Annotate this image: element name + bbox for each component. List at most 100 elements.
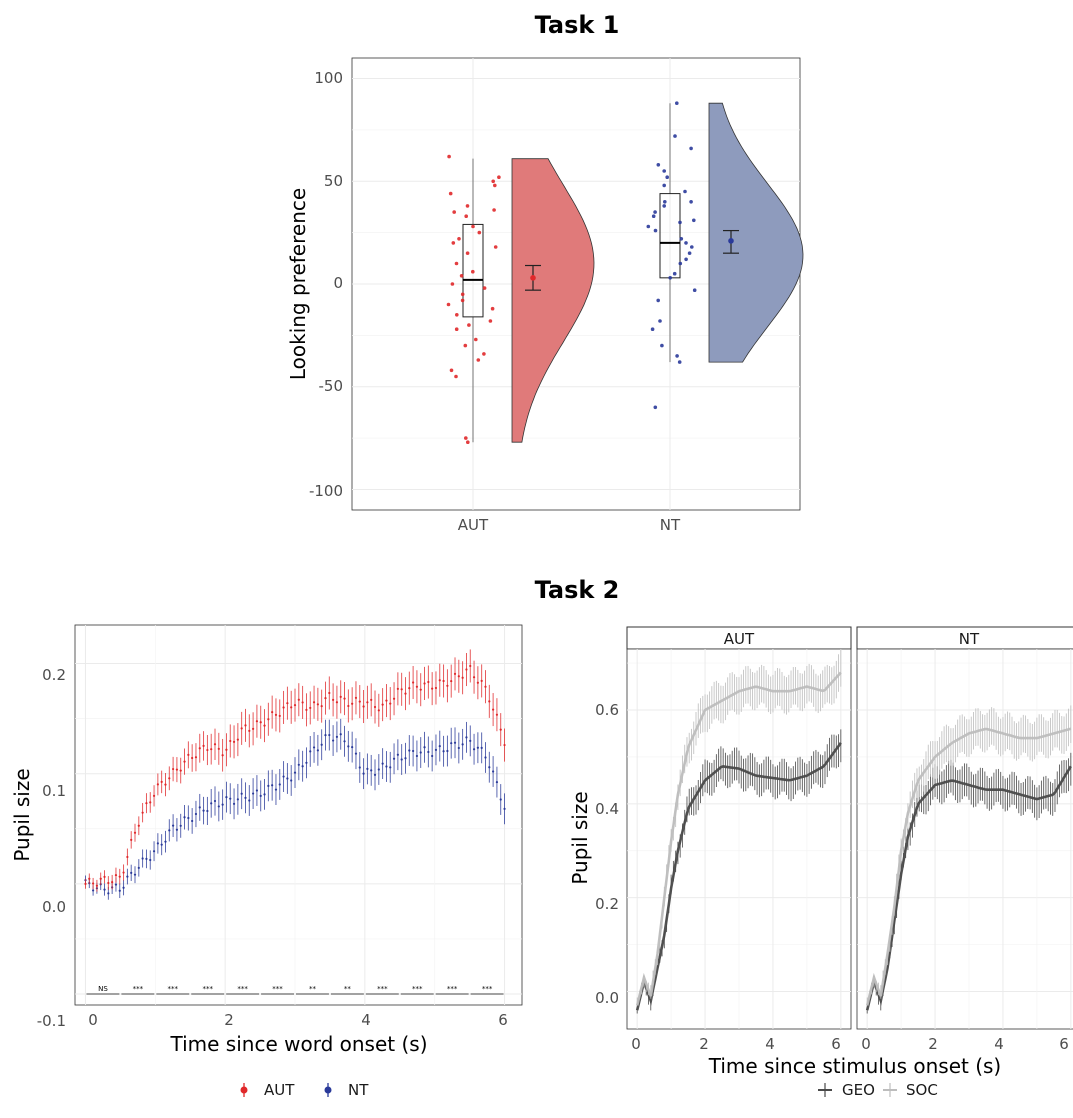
data-point [692,288,697,293]
data-point-aut [324,697,327,700]
data-point-aut [453,672,457,675]
data-point-aut [111,880,114,884]
y-tick-label: -0.1 [37,1012,66,1030]
data-point-aut [225,748,228,751]
data-point-aut [427,680,430,684]
data-point-aut [133,831,137,834]
x-tick-label: 4 [994,1035,1004,1053]
significance-label: *** [237,985,248,993]
data-point-aut [259,721,262,724]
data-point-nt [476,746,479,749]
data-point-aut [217,747,220,750]
right-legend: GEO SOC [818,1081,938,1099]
data-point [460,292,465,297]
data-point-aut [156,783,159,786]
x-tick-label: 0 [631,1035,641,1053]
data-point-nt [316,749,319,752]
facet-label-nt: NT [959,630,980,648]
significance-label: ** [344,985,352,993]
data-point [457,237,461,241]
data-point [454,374,458,379]
data-point-aut [194,756,198,759]
facet-nt-plot-area [856,648,1073,1030]
data-point-nt [114,883,118,886]
significance-label: *** [202,985,213,993]
data-point-nt [187,816,190,820]
data-point [665,175,669,179]
data-point [455,313,459,317]
data-point-nt [156,842,159,845]
data-point-aut [332,698,335,701]
data-point-nt [232,802,236,805]
data-point-nt [431,754,434,758]
data-point-nt [297,763,300,766]
mean-point [728,238,734,244]
smooth-line-geo [865,765,1072,1011]
data-point [684,257,688,262]
data-point-nt [259,794,262,798]
data-point-nt [244,796,247,799]
task2-left-panel: NS *** *** *** *** *** ** ** *** *** *** *** [74,624,523,1006]
data-point-aut [293,703,297,707]
data-point-aut [130,838,133,841]
data-point-aut [297,698,300,701]
x-tick-label: 0 [88,1011,98,1029]
legend-label-aut: AUT [264,1081,295,1099]
data-point [678,220,682,225]
data-point-nt [267,784,270,787]
x-tick-label: 6 [831,1035,841,1053]
data-point-aut [168,777,171,780]
data-point-nt [274,788,278,791]
data-point-nt [427,750,430,754]
data-point-aut [198,747,201,750]
data-point [658,319,662,323]
violin-half-nt [708,102,804,363]
data-point-aut [107,881,110,885]
data-point [482,286,487,290]
data-point-nt [229,797,232,800]
data-point [679,237,684,241]
data-point-nt [373,773,377,776]
data-point [493,183,497,188]
data-point-nt [354,752,358,755]
data-point-nt [480,746,483,749]
data-point-aut [149,801,152,804]
data-point-nt [255,789,259,792]
data-point-aut [335,701,339,704]
data-point-nt [282,775,285,778]
data-point-aut [290,706,293,709]
data-point-aut [160,780,163,783]
data-point-nt [404,757,407,760]
data-point-nt [408,749,411,752]
data-point-aut [362,705,365,708]
data-point-nt [240,792,243,795]
significance-label: *** [168,985,179,993]
data-point-nt [484,756,487,759]
mean-point [530,275,536,281]
data-point-nt [320,743,323,746]
y-tick-label: 0 [333,274,343,292]
data-point-nt [400,758,403,761]
x-tick-label: 0 [861,1035,871,1053]
data-point-nt [286,777,289,780]
data-point [660,343,664,348]
data-point [451,241,456,245]
data-point [684,241,688,245]
legend-label-nt: NT [348,1081,369,1099]
data-point-aut [210,748,213,751]
y-tick-label: 0.6 [595,701,619,719]
data-point [460,298,465,303]
data-point-nt [438,744,441,748]
data-point [482,352,486,356]
data-point-nt [221,803,224,806]
data-point-aut [248,729,251,732]
data-point-aut [469,664,472,668]
data-point [467,323,471,327]
data-point-nt [453,741,457,744]
data-point [477,230,482,235]
data-point-nt [366,767,369,770]
y-tick-label: 0.0 [595,989,619,1007]
x-tick-label: AUT [458,516,489,534]
data-point [690,245,694,249]
data-point [452,210,457,214]
